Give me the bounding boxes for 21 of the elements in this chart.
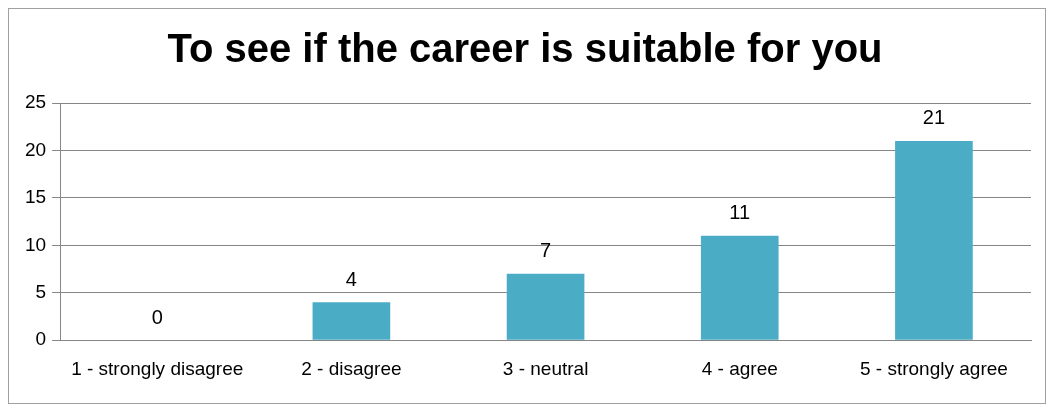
- data-label: 11: [729, 201, 751, 224]
- bar: [700, 235, 779, 340]
- x-tick-label: 5 - strongly agree: [859, 357, 1008, 379]
- x-tick-label: 4 - agree: [701, 357, 778, 379]
- data-label: 0: [151, 305, 163, 328]
- chart-title: To see if the career is suitable for you: [167, 26, 883, 71]
- data-label: 21: [922, 106, 946, 129]
- y-tick-label: 5: [35, 280, 47, 302]
- y-tick-label: 0: [35, 328, 47, 350]
- data-label: 4: [345, 267, 357, 290]
- y-tick-label: 20: [24, 138, 47, 160]
- bar: [895, 140, 973, 340]
- y-tick-label: 10: [24, 233, 47, 255]
- x-tick-label: 3 - neutral: [502, 357, 589, 379]
- y-tick-label: 15: [24, 186, 47, 208]
- x-tick-label: 1 - strongly disagree: [71, 357, 244, 379]
- bar: [312, 302, 391, 340]
- bar: [506, 273, 585, 340]
- data-label: 7: [540, 239, 552, 262]
- y-tick-label: 25: [24, 91, 47, 113]
- x-tick-label: 2 - disagree: [301, 357, 402, 379]
